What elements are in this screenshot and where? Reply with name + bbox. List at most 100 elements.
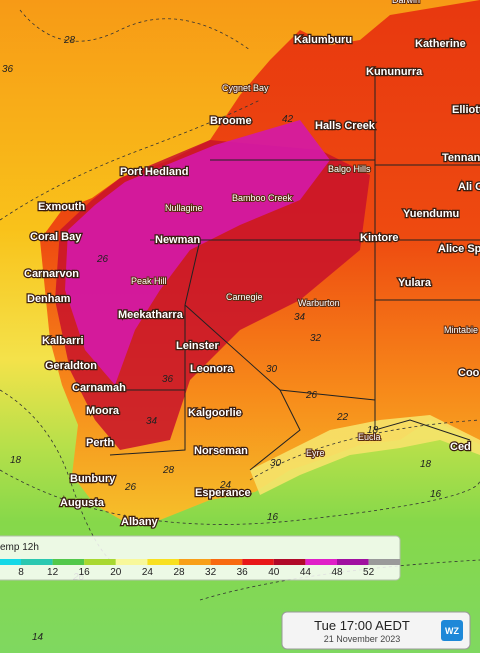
place-label: Leinster xyxy=(176,340,220,352)
place-label: Tennant xyxy=(442,152,480,164)
contour-label: 28 xyxy=(63,35,76,46)
place-label: Ali C xyxy=(458,181,480,193)
legend-tick: 24 xyxy=(142,567,154,578)
legend-tick: 20 xyxy=(110,567,122,578)
legend-title: emp 12h xyxy=(0,542,39,553)
place-label: Perth xyxy=(86,437,114,449)
place-label: Yulara xyxy=(398,277,432,289)
contour-label: 34 xyxy=(294,312,306,323)
contour-label: 30 xyxy=(266,364,278,375)
contour-label: 16 xyxy=(430,489,442,500)
legend-swatch xyxy=(0,559,21,565)
borders xyxy=(109,70,480,471)
place-label: Albany xyxy=(121,516,159,528)
contour-label: 30 xyxy=(270,458,282,469)
place-label: Kununurra xyxy=(366,66,423,78)
place-label: Balgo Hills xyxy=(328,164,371,174)
contour-label: 18 xyxy=(367,425,379,436)
extreme-core xyxy=(65,120,330,385)
legend-tick: 40 xyxy=(268,567,280,578)
place-label: Bamboo Creek xyxy=(232,193,293,203)
legend-tick: 44 xyxy=(300,567,312,578)
place-label: Geraldton xyxy=(45,360,97,372)
place-label: Kalgoorlie xyxy=(188,407,242,419)
place-label: Halls Creek xyxy=(315,120,376,132)
cool-coast xyxy=(250,415,480,495)
place-label: Moora xyxy=(86,405,120,417)
place-label: Mintabie xyxy=(444,325,478,335)
legend-tick: 48 xyxy=(331,567,343,578)
legend-tick: 36 xyxy=(237,567,249,578)
logo-box xyxy=(441,620,463,641)
contour-label: 22 xyxy=(336,412,349,423)
contour-label: 26 xyxy=(96,254,109,265)
legend-tick: 32 xyxy=(205,567,217,578)
place-label: Coo xyxy=(458,367,480,379)
contour-label: 26 xyxy=(124,482,137,493)
place-label: Esperance xyxy=(195,487,251,499)
contour-label: 14 xyxy=(32,632,44,643)
place-label: Augusta xyxy=(60,497,105,509)
place-label: Ced xyxy=(450,441,471,453)
place-label: Carnarvon xyxy=(24,268,79,280)
contour-label: 18 xyxy=(420,459,432,470)
contour-label: 18 xyxy=(10,455,22,466)
legend-swatch xyxy=(179,559,211,565)
timestamp-box xyxy=(281,611,471,650)
legend-swatch xyxy=(147,559,179,565)
place-label: Darwin xyxy=(392,0,420,5)
place-label: Kalumburu xyxy=(294,34,352,46)
legend-swatch xyxy=(242,559,274,565)
place-label: Coral Bay xyxy=(30,231,82,243)
contour-label: 32 xyxy=(310,333,322,344)
place-label: Port Hedland xyxy=(120,166,188,178)
place-label: Warburton xyxy=(298,298,340,308)
legend-swatch xyxy=(21,559,53,565)
contour-label: 24 xyxy=(219,480,232,491)
place-label: Peak Hill xyxy=(131,276,167,286)
logo: WZ xyxy=(445,626,459,636)
place-label: Carnamah xyxy=(72,382,126,394)
place-label: Newman xyxy=(155,234,201,246)
legend-swatch xyxy=(84,559,116,565)
contour-label: 36 xyxy=(162,374,174,385)
legend-swatch xyxy=(210,559,243,565)
legend-tick: 28 xyxy=(173,567,185,578)
legend-tick: 8 xyxy=(18,567,24,578)
contour-label: 36 xyxy=(2,64,14,75)
timestamp-time: Tue 17:00 AEDT xyxy=(314,618,410,633)
legend-swatch xyxy=(305,559,337,565)
place-label: Meekatharra xyxy=(118,309,184,321)
legend-tick: 12 xyxy=(47,567,59,578)
place-label: Leonora xyxy=(190,363,234,375)
legend-swatch xyxy=(368,559,401,565)
place-label: Katherine xyxy=(415,38,466,50)
place-label: Broome xyxy=(210,115,252,127)
place-label: Kalbarri xyxy=(42,335,84,347)
legend-box xyxy=(0,535,401,581)
place-label: Norseman xyxy=(194,445,248,457)
timestamp-date: 21 November 2023 xyxy=(324,634,401,644)
place-label: Denham xyxy=(27,293,71,305)
place-label: Cygnet Bay xyxy=(222,83,269,93)
contour-label: 28 xyxy=(162,465,175,476)
place-label: Bunbury xyxy=(70,473,116,485)
place-label: Carnegie xyxy=(226,292,263,302)
legend-tick: 16 xyxy=(79,567,91,578)
contour-label: 26 xyxy=(305,390,318,401)
place-label: Nullagine xyxy=(165,203,203,213)
contour-label: 16 xyxy=(267,512,279,523)
contour-label: 42 xyxy=(282,114,294,125)
legend-swatch xyxy=(273,559,306,565)
legend-swatch xyxy=(115,559,148,565)
contour-label: 34 xyxy=(146,416,158,427)
place-label: Elliott xyxy=(452,104,480,116)
legend-swatch xyxy=(52,559,85,565)
place-label: Exmouth xyxy=(38,201,85,213)
place-label: Alice Sp xyxy=(438,243,480,255)
place-label: Kintore xyxy=(360,232,399,244)
place-label: Yuendumu xyxy=(403,208,459,220)
legend-tick: 52 xyxy=(363,567,375,578)
place-label: Eucla xyxy=(358,432,381,442)
